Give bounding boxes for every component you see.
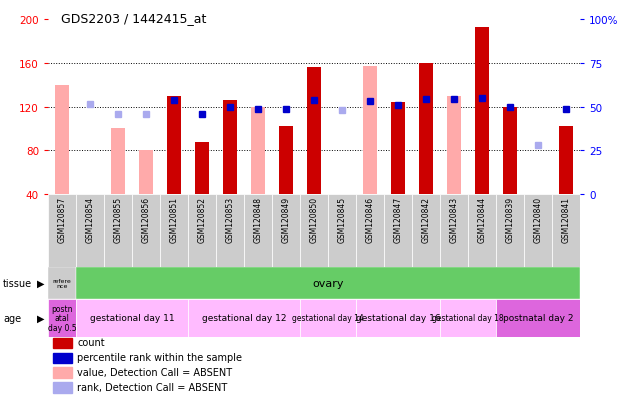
Text: gestational day 18: gestational day 18	[432, 314, 504, 323]
Text: GSM120848: GSM120848	[254, 197, 263, 242]
Bar	[391, 103, 405, 195]
Text: postnatal day 2: postnatal day 2	[503, 314, 573, 323]
Bar	[160, 195, 188, 267]
Bar	[132, 195, 160, 267]
Bar	[496, 299, 580, 337]
Text: GSM120850: GSM120850	[310, 197, 319, 243]
Bar	[244, 195, 272, 267]
Text: GSM120855: GSM120855	[113, 197, 122, 243]
Bar	[559, 127, 573, 195]
Text: value, Detection Call = ABSENT: value, Detection Call = ABSENT	[78, 367, 233, 377]
Text: age: age	[3, 313, 21, 323]
Text: tissue: tissue	[3, 278, 32, 288]
Bar	[300, 195, 328, 267]
Bar	[167, 96, 181, 195]
Bar	[53, 368, 72, 378]
Bar	[53, 338, 72, 348]
Bar	[356, 299, 440, 337]
Bar	[195, 142, 209, 195]
Bar	[272, 195, 300, 267]
Text: GDS2203 / 1442415_at: GDS2203 / 1442415_at	[61, 12, 206, 25]
Text: GSM120840: GSM120840	[533, 197, 542, 243]
Text: GSM120854: GSM120854	[86, 197, 95, 243]
Bar	[356, 195, 384, 267]
Text: GSM120842: GSM120842	[422, 197, 431, 242]
Text: GSM120857: GSM120857	[58, 197, 67, 243]
Bar	[468, 195, 496, 267]
Text: GSM120846: GSM120846	[365, 197, 374, 243]
Text: gestational day 14: gestational day 14	[292, 314, 364, 323]
Bar	[216, 195, 244, 267]
Text: GSM120839: GSM120839	[506, 197, 515, 243]
Text: GSM120851: GSM120851	[170, 197, 179, 242]
Bar	[475, 28, 489, 195]
Text: count: count	[78, 337, 105, 348]
Text: postn
atal
day 0.5: postn atal day 0.5	[48, 304, 76, 332]
Bar	[552, 195, 580, 267]
Text: ovary: ovary	[312, 278, 344, 288]
Bar	[48, 299, 76, 337]
Bar	[111, 129, 125, 195]
Bar	[307, 68, 321, 195]
Bar	[524, 195, 552, 267]
Bar	[53, 382, 72, 393]
Text: gestational day 16: gestational day 16	[356, 314, 440, 323]
Text: percentile rank within the sample: percentile rank within the sample	[78, 352, 242, 363]
Bar	[76, 195, 104, 267]
Bar	[76, 299, 188, 337]
Text: GSM120845: GSM120845	[338, 197, 347, 243]
Text: GSM120844: GSM120844	[478, 197, 487, 243]
Bar	[48, 267, 76, 299]
Text: GSM120852: GSM120852	[197, 197, 206, 242]
Text: ▶: ▶	[37, 278, 45, 288]
Text: ▶: ▶	[37, 313, 45, 323]
Text: GSM120843: GSM120843	[449, 197, 458, 243]
Text: refere
nce: refere nce	[53, 278, 71, 289]
Bar	[188, 299, 300, 337]
Bar	[440, 299, 496, 337]
Text: GSM120849: GSM120849	[281, 197, 290, 243]
Bar	[412, 195, 440, 267]
Bar	[363, 67, 377, 195]
Text: gestational day 11: gestational day 11	[90, 314, 174, 323]
Bar	[104, 195, 132, 267]
Bar	[384, 195, 412, 267]
Bar	[251, 107, 265, 195]
Bar	[328, 195, 356, 267]
Bar	[223, 101, 237, 195]
Bar	[279, 127, 293, 195]
Bar	[53, 353, 72, 363]
Bar	[139, 151, 153, 195]
Text: GSM120853: GSM120853	[226, 197, 235, 243]
Text: GSM120847: GSM120847	[394, 197, 403, 243]
Bar	[48, 195, 76, 267]
Bar	[440, 195, 468, 267]
Bar	[419, 64, 433, 195]
Bar	[300, 299, 356, 337]
Bar	[447, 96, 461, 195]
Text: rank, Detection Call = ABSENT: rank, Detection Call = ABSENT	[78, 382, 228, 392]
Text: GSM120856: GSM120856	[142, 197, 151, 243]
Text: gestational day 12: gestational day 12	[202, 314, 287, 323]
Text: GSM120841: GSM120841	[562, 197, 570, 242]
Bar	[496, 195, 524, 267]
Bar	[503, 107, 517, 195]
Bar	[55, 85, 69, 195]
Bar	[188, 195, 216, 267]
